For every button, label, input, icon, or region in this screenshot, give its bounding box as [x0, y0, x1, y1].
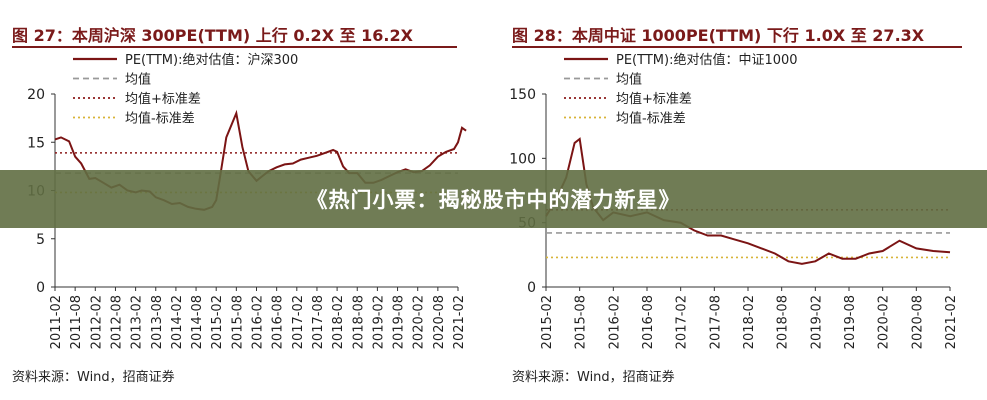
- x-tick-label: 2011-08: [69, 295, 84, 349]
- x-tick-label: 2018-02: [742, 295, 757, 349]
- x-tick-label: 2012-08: [109, 295, 124, 349]
- left-chart-panel: 图 27：本周沪深 300PE(TTM) 上行 0.2X 至 16.2X 0 5 1…: [0, 0, 480, 400]
- x-tick-label: 2019-02: [809, 295, 824, 349]
- title-divider: [12, 46, 457, 48]
- chart-source: 资料来源：Wind，招商证券: [12, 370, 175, 385]
- y-tick-label: 20: [27, 87, 45, 103]
- legend-label: 均值+标准差: [616, 91, 692, 107]
- x-tick-label: 2015-02: [210, 295, 225, 349]
- chart-title: 图 27：本周沪深 300PE(TTM) 上行 0.2X 至 16.2X: [12, 26, 413, 45]
- x-tick-label: 2021-02: [944, 295, 959, 349]
- x-tick-label: 2016-02: [607, 295, 622, 349]
- pe-chart-hs300: 051015202011-022011-082012-022012-082013…: [27, 52, 467, 349]
- y-tick-label: 0: [527, 280, 536, 296]
- legend-label: PE(TTM):绝对估值：中证1000: [616, 52, 798, 68]
- x-tick-label: 2018-02: [331, 295, 346, 349]
- x-tick-label: 2019-08: [843, 295, 858, 349]
- x-tick-label: 2017-02: [675, 295, 690, 349]
- pe-chart-csi1000: 0501001502015-022015-082016-022016-08201…: [509, 52, 959, 349]
- headline-banner: 《热门小票：揭秘股市中的潜力新星》: [0, 170, 987, 228]
- title-divider: [512, 46, 962, 48]
- x-tick-label: 2013-02: [130, 295, 145, 349]
- x-tick-label: 2020-08: [910, 295, 925, 349]
- x-tick-label: 2016-08: [641, 295, 656, 349]
- x-tick-label: 2018-08: [776, 295, 791, 349]
- legend-label: 均值: [125, 72, 151, 88]
- x-tick-label: 2015-08: [574, 295, 589, 349]
- y-tick-label: 0: [36, 280, 45, 296]
- x-tick-label: 2020-02: [877, 295, 892, 349]
- x-tick-label: 2016-08: [271, 295, 286, 349]
- x-tick-label: 2018-08: [351, 295, 366, 349]
- x-tick-label: 2019-02: [371, 295, 386, 349]
- y-tick-label: 5: [36, 232, 45, 248]
- y-tick-label: 100: [509, 151, 536, 167]
- x-tick-label: 2013-08: [150, 295, 165, 349]
- y-tick-label: 150: [509, 87, 536, 103]
- x-tick-label: 2015-08: [230, 295, 245, 349]
- x-tick-label: 2014-02: [170, 295, 185, 349]
- right-chart-panel: 图 28：本周中证 1000PE(TTM) 下行 1.0X 至 27.3X 05…: [500, 0, 987, 400]
- chart-source: 资料来源：Wind，招商证券: [512, 370, 675, 385]
- x-tick-label: 2020-02: [412, 295, 427, 349]
- legend-label: 均值: [616, 72, 642, 88]
- x-tick-label: 2017-08: [311, 295, 326, 349]
- x-tick-label: 2011-02: [49, 295, 64, 349]
- x-tick-label: 2014-08: [190, 295, 205, 349]
- x-tick-label: 2017-02: [291, 295, 306, 349]
- legend-label: PE(TTM):绝对估值：沪深300: [125, 52, 298, 68]
- x-tick-label: 2012-02: [89, 295, 104, 349]
- x-tick-label: 2017-08: [708, 295, 723, 349]
- x-tick-label: 2015-02: [540, 295, 555, 349]
- chart-title: 图 28：本周中证 1000PE(TTM) 下行 1.0X 至 27.3X: [512, 26, 925, 45]
- legend-label: 均值+标准差: [125, 91, 201, 107]
- x-tick-label: 2020-08: [432, 295, 447, 349]
- legend-label: 均值-标准差: [616, 111, 686, 127]
- banner-text: 《热门小票：揭秘股市中的潜力新星》: [306, 188, 681, 212]
- x-tick-label: 2021-02: [452, 295, 467, 349]
- legend-label: 均值-标准差: [125, 111, 195, 127]
- y-tick-label: 15: [27, 135, 45, 151]
- x-tick-label: 2016-02: [251, 295, 266, 349]
- x-tick-label: 2019-08: [392, 295, 407, 349]
